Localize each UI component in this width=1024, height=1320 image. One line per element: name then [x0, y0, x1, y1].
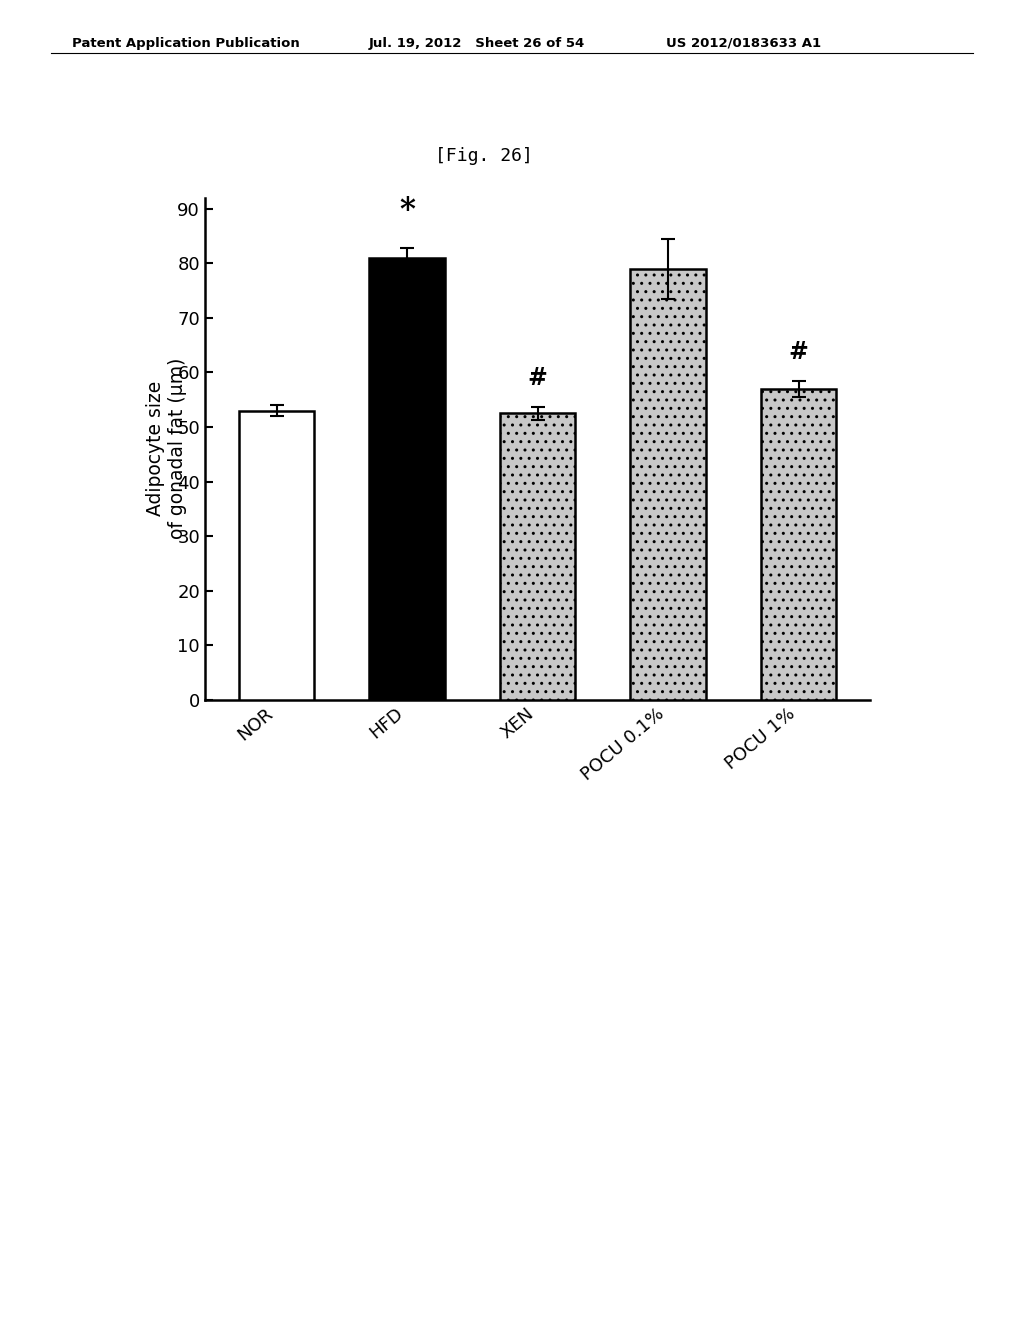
Bar	[500, 413, 575, 700]
Bar	[370, 257, 445, 700]
Text: Jul. 19, 2012   Sheet 26 of 54: Jul. 19, 2012 Sheet 26 of 54	[369, 37, 585, 50]
Text: *: *	[399, 195, 415, 226]
Y-axis label: Adipocyte size
of gonadal fat (μm): Adipocyte size of gonadal fat (μm)	[145, 358, 186, 540]
Bar	[630, 269, 706, 700]
Bar	[761, 389, 837, 700]
Text: US 2012/0183633 A1: US 2012/0183633 A1	[666, 37, 820, 50]
Text: Patent Application Publication: Patent Application Publication	[72, 37, 299, 50]
Text: #: #	[527, 367, 548, 391]
Bar	[239, 411, 314, 700]
Text: [Fig. 26]: [Fig. 26]	[435, 147, 534, 165]
Text: #: #	[788, 341, 809, 364]
